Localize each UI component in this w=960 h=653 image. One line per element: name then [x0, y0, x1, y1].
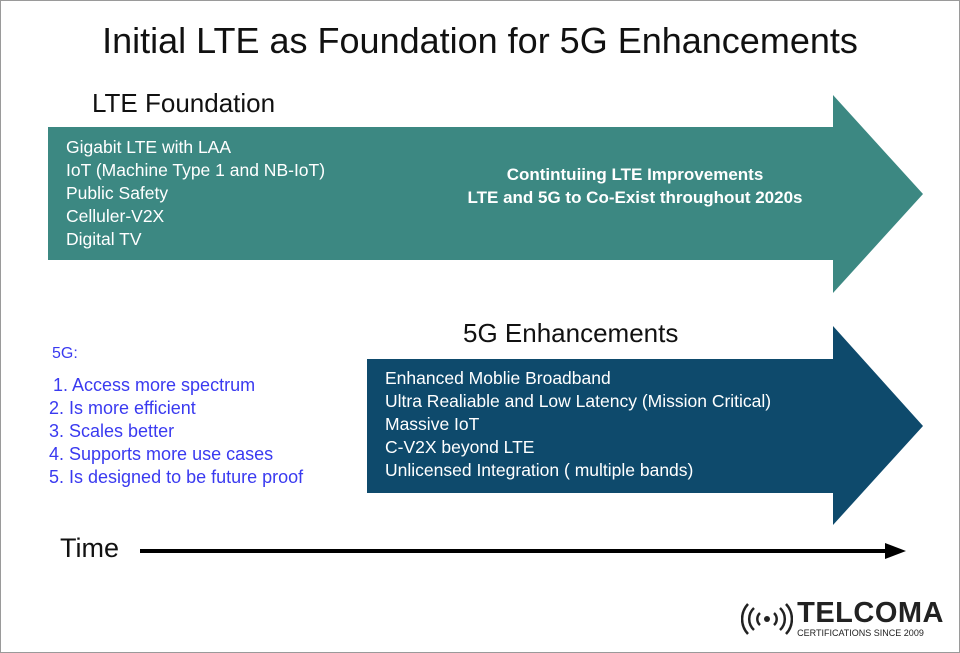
lte-improvements-text: Contintuiing LTE Improvements LTE and 5G… — [420, 163, 850, 209]
list-item: Enhanced Moblie Broadband — [385, 368, 611, 388]
list-item: 3. Scales better — [49, 421, 175, 441]
time-axis-arrowhead — [885, 543, 906, 559]
5g-benefits-list: 1. Access more spectrum 2. Is more effic… — [49, 374, 303, 489]
5g-enhancements-heading: 5G Enhancements — [463, 318, 679, 348]
lte-foundation-heading: LTE Foundation — [92, 88, 276, 118]
page-title: Initial LTE as Foundation for 5G Enhance… — [102, 20, 858, 61]
lte-feature-list: Gigabit LTE with LAA IoT (Machine Type 1… — [66, 136, 325, 251]
list-item: 5. Is designed to be future proof — [49, 467, 304, 487]
lte-foundation-arrow — [48, 95, 923, 293]
list-item: Massive IoT — [385, 414, 480, 434]
5g-enhancement-list: Enhanced Moblie Broadband Ultra Realiabl… — [385, 367, 771, 482]
list-item: Celluler-V2X — [66, 206, 165, 226]
logo-name: TELCOMA — [797, 597, 944, 629]
list-item: Digital TV — [66, 229, 142, 249]
list-item: 4. Supports more use cases — [49, 444, 274, 464]
telcoma-logo: TELCOMA CERTIFICATIONS SINCE 2009 — [741, 598, 944, 639]
5g-enhancements-arrow — [367, 326, 923, 525]
list-item: Public Safety — [66, 183, 169, 203]
list-item: Unlicensed Integration ( multiple bands) — [385, 460, 694, 480]
list-item: Gigabit LTE with LAA — [66, 137, 232, 157]
5g-label: 5G: — [52, 345, 78, 362]
list-item: 1. Access more spectrum — [53, 375, 256, 395]
list-item: 2. Is more efficient — [49, 398, 196, 418]
wireless-signal-icon — [741, 602, 794, 635]
list-item: Ultra Realiable and Low Latency (Mission… — [385, 391, 772, 411]
time-label: Time — [60, 533, 119, 563]
list-item: C-V2X beyond LTE — [385, 437, 535, 457]
center-line: Contintuiing LTE Improvements — [506, 165, 764, 184]
center-line: LTE and 5G to Co-Exist throughout 2020s — [467, 188, 803, 207]
logo-tagline: CERTIFICATIONS SINCE 2009 — [797, 628, 924, 638]
list-item: IoT (Machine Type 1 and NB-IoT) — [66, 160, 326, 180]
